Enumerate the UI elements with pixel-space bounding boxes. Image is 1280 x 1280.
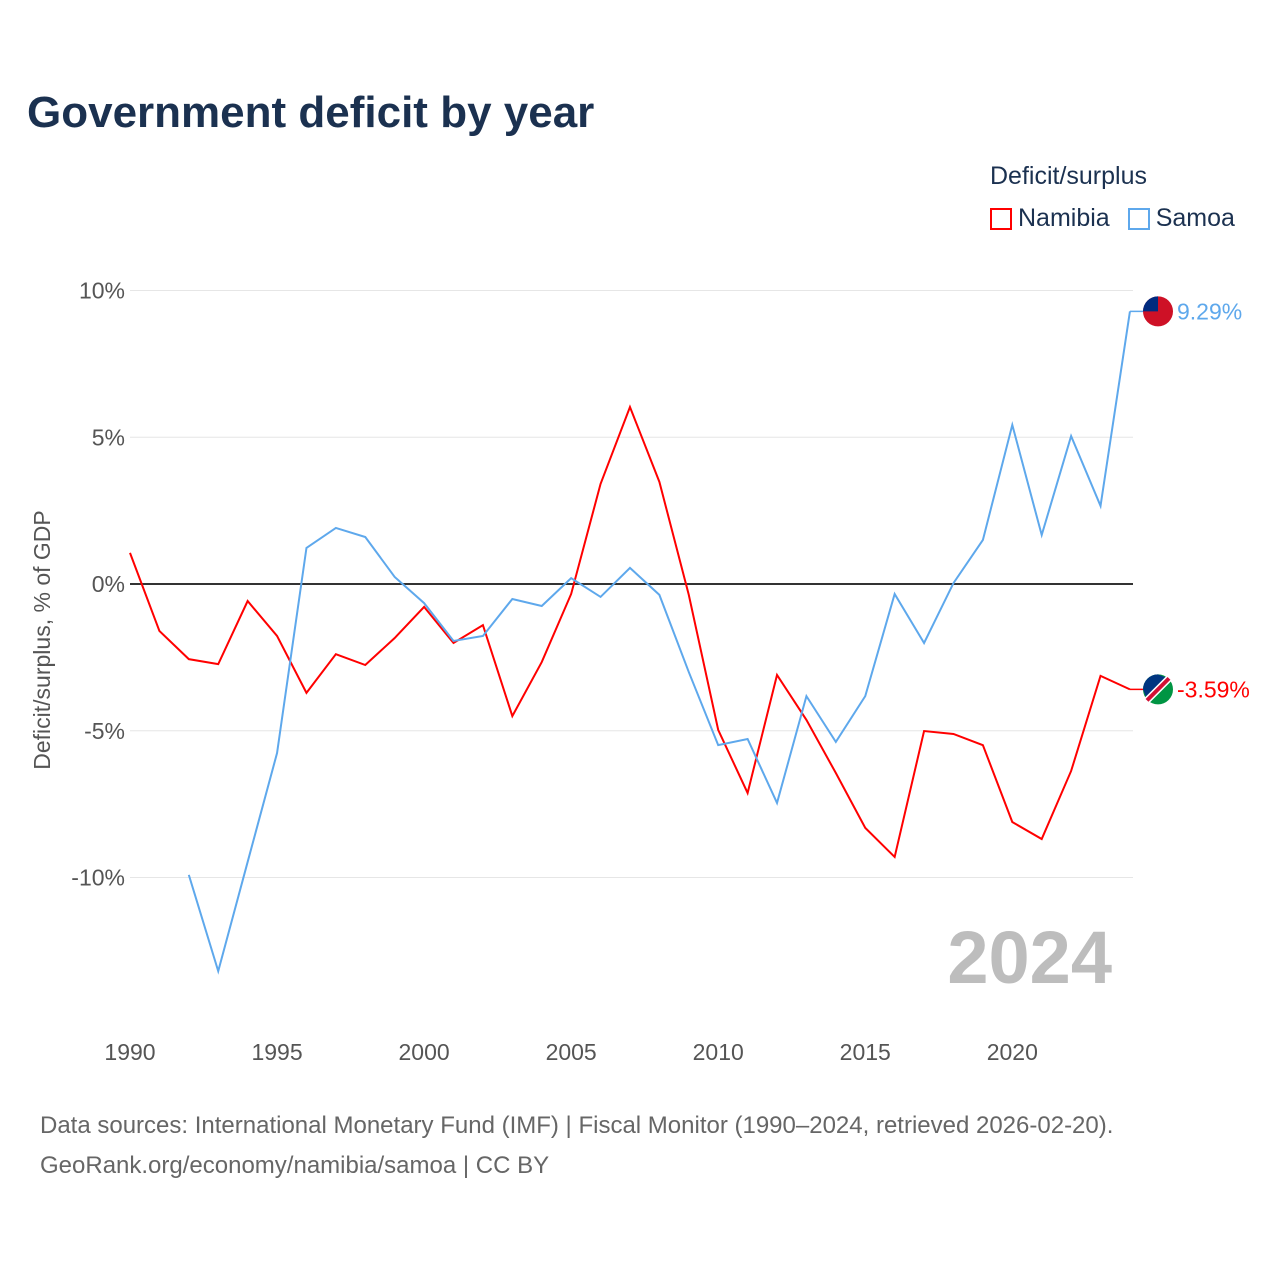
x-tick-label: 2010 — [693, 1039, 744, 1065]
legend-title: Deficit/surplus — [990, 162, 1147, 190]
chart-title: Government deficit by year — [27, 88, 595, 137]
namibia-flag-stripe — [1145, 676, 1171, 702]
y-tick-label: 0% — [92, 571, 125, 597]
y-tick-label: -5% — [84, 718, 125, 744]
attribution-link[interactable]: GeoRank.org/economy/namibia/samoa | CC B… — [40, 1152, 550, 1179]
legend-item-namibia[interactable]: Namibia — [990, 204, 1110, 233]
x-tick-label: 2015 — [840, 1039, 891, 1065]
legend-swatch-samoa — [1127, 207, 1150, 230]
x-tick-label: 1995 — [251, 1039, 302, 1065]
x-tick-label: 1990 — [104, 1039, 155, 1065]
x-tick-label: 2005 — [546, 1039, 597, 1065]
end-value-label-samoa: 9.29% — [1177, 298, 1242, 324]
y-axis-label: Deficit/surplus, % of GDP — [29, 510, 55, 769]
footer: Data sources: International Monetary Fun… — [40, 1106, 1113, 1186]
end-value-label-namibia: -3.59% — [1177, 676, 1250, 702]
legend: Namibia Samoa — [990, 204, 1235, 233]
series-line-namibia — [129, 404, 1131, 859]
namibia-flag-blue — [1143, 674, 1168, 700]
y-tick-label: -10% — [71, 865, 125, 891]
x-tick-label: 2000 — [399, 1039, 450, 1065]
y-tick-label: 10% — [79, 278, 125, 304]
samoa-flag-canton — [1143, 296, 1158, 312]
series-line-samoa — [187, 311, 1131, 975]
y-tick-label: 5% — [92, 424, 125, 450]
legend-label-samoa: Samoa — [1155, 204, 1235, 232]
legend-label-namibia: Namibia — [1018, 204, 1110, 232]
source-text: Data sources: International Monetary Fun… — [40, 1112, 1114, 1139]
legend-item-samoa[interactable]: Samoa — [1127, 204, 1235, 233]
legend-swatch-namibia — [990, 207, 1012, 230]
x-tick-label: 2020 — [987, 1039, 1038, 1065]
year-watermark: 2024 — [947, 916, 1112, 999]
